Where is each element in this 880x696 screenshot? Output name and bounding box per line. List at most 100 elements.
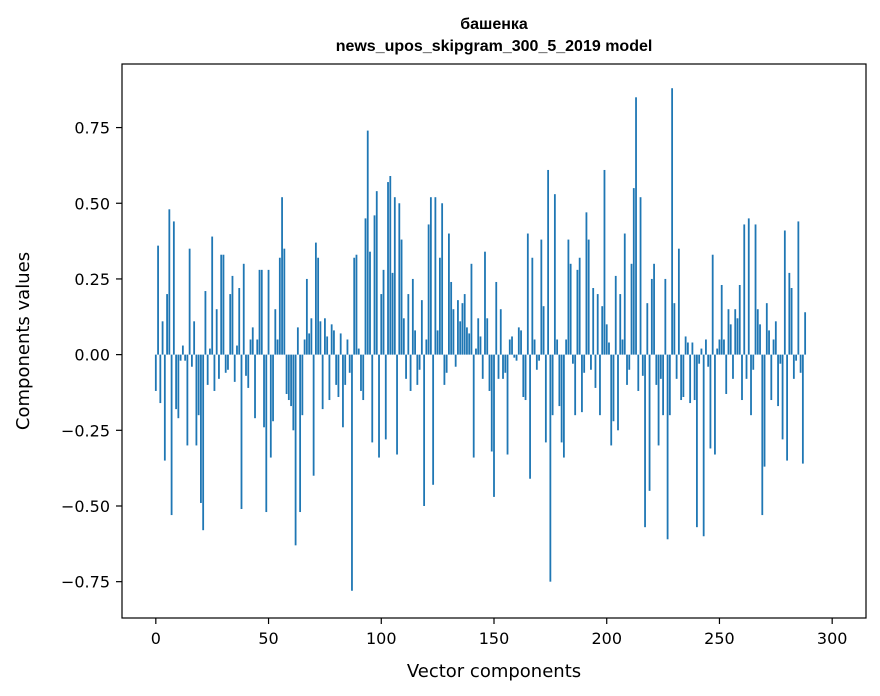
bar-221 bbox=[653, 263, 655, 355]
bar-0 bbox=[154, 354, 157, 391]
bar-101 bbox=[382, 269, 385, 355]
y-tick-label: 0.75 bbox=[74, 119, 110, 138]
bar-242 bbox=[700, 348, 703, 355]
bar-76 bbox=[326, 336, 329, 355]
bar-132 bbox=[452, 309, 455, 355]
bar-200 bbox=[605, 324, 608, 355]
bar-201 bbox=[608, 342, 610, 355]
bar-180 bbox=[560, 354, 563, 443]
bar-288 bbox=[804, 312, 807, 355]
bar-237 bbox=[689, 354, 692, 404]
bar-1 bbox=[157, 245, 159, 355]
bar-22 bbox=[204, 291, 207, 355]
bar-4 bbox=[163, 354, 166, 461]
bar-234 bbox=[682, 354, 685, 397]
bar-156 bbox=[506, 354, 509, 455]
bar-107 bbox=[396, 354, 398, 455]
bar-227 bbox=[666, 354, 669, 540]
plot-frame bbox=[121, 63, 867, 619]
x-axis-label: Vector components bbox=[407, 661, 581, 682]
bar-127 bbox=[441, 203, 444, 355]
bar-28 bbox=[218, 354, 220, 379]
bar-129 bbox=[445, 354, 448, 373]
bar-265 bbox=[752, 354, 755, 370]
bar-240 bbox=[696, 354, 698, 528]
bar-36 bbox=[236, 345, 238, 355]
bar-81 bbox=[337, 354, 340, 397]
x-tick-label: 250 bbox=[704, 629, 735, 648]
bar-276 bbox=[777, 354, 779, 407]
bar-251 bbox=[720, 284, 723, 355]
bar-145 bbox=[481, 354, 484, 379]
bar-204 bbox=[614, 275, 617, 355]
bar-56 bbox=[281, 197, 283, 355]
bar-79 bbox=[333, 330, 335, 355]
bar-64 bbox=[299, 354, 302, 513]
bar-115 bbox=[414, 330, 416, 355]
bar-34 bbox=[231, 275, 234, 355]
bar-46 bbox=[258, 269, 261, 355]
bar-140 bbox=[470, 263, 473, 355]
bar-194 bbox=[592, 288, 595, 355]
bar-165 bbox=[526, 233, 529, 355]
bar-182 bbox=[565, 339, 568, 355]
bar-44 bbox=[254, 354, 256, 419]
bar-230 bbox=[673, 303, 676, 355]
bar-207 bbox=[621, 339, 624, 355]
y-tick-label: 0.00 bbox=[74, 346, 110, 365]
bar-53 bbox=[274, 309, 277, 355]
bar-268 bbox=[759, 324, 761, 355]
bar-191 bbox=[585, 212, 588, 355]
bar-131 bbox=[450, 281, 453, 355]
bar-124 bbox=[434, 197, 437, 355]
bar-128 bbox=[443, 354, 446, 385]
bar-108 bbox=[398, 203, 401, 355]
bar-7 bbox=[170, 354, 173, 516]
bar-92 bbox=[362, 354, 365, 401]
bar-17 bbox=[193, 321, 196, 355]
bar-248 bbox=[714, 354, 716, 455]
bar-77 bbox=[328, 354, 331, 401]
y-tick-label: −0.25 bbox=[61, 421, 110, 440]
bar-82 bbox=[339, 333, 342, 355]
bar-47 bbox=[260, 269, 263, 355]
chart-title: башенка bbox=[460, 16, 528, 33]
bar-225 bbox=[662, 354, 664, 416]
bar-35 bbox=[233, 354, 236, 382]
bar-186 bbox=[574, 354, 577, 416]
bar-272 bbox=[768, 330, 770, 355]
bar-250 bbox=[718, 339, 721, 355]
bar-173 bbox=[544, 354, 547, 443]
bar-277 bbox=[779, 354, 782, 364]
bar-260 bbox=[741, 354, 743, 401]
bar-57 bbox=[283, 248, 286, 355]
bar-202 bbox=[610, 354, 613, 446]
bar-78 bbox=[330, 324, 333, 355]
bar-249 bbox=[716, 348, 719, 355]
bar-252 bbox=[723, 339, 725, 355]
bar-161 bbox=[517, 327, 520, 355]
bar-32 bbox=[227, 354, 229, 370]
bar-155 bbox=[504, 354, 507, 373]
x-tick-label: 300 bbox=[817, 629, 848, 648]
bar-123 bbox=[432, 354, 435, 485]
bar-146 bbox=[484, 251, 486, 355]
bar-67 bbox=[305, 278, 308, 355]
bar-121 bbox=[427, 224, 430, 355]
bar-26 bbox=[213, 354, 216, 391]
bar-72 bbox=[317, 257, 320, 355]
bar-55 bbox=[278, 257, 281, 355]
bar-187 bbox=[576, 269, 579, 355]
bar-238 bbox=[691, 342, 694, 355]
bar-54 bbox=[276, 339, 279, 355]
bar-38 bbox=[240, 354, 243, 510]
bar-21 bbox=[202, 354, 205, 531]
bar-5 bbox=[166, 294, 168, 355]
bar-281 bbox=[788, 272, 791, 355]
bar-33 bbox=[229, 294, 232, 355]
bar-85 bbox=[346, 339, 349, 355]
bar-220 bbox=[650, 278, 653, 355]
bar-104 bbox=[389, 176, 392, 355]
bar-147 bbox=[486, 318, 489, 355]
bar-262 bbox=[745, 354, 748, 379]
